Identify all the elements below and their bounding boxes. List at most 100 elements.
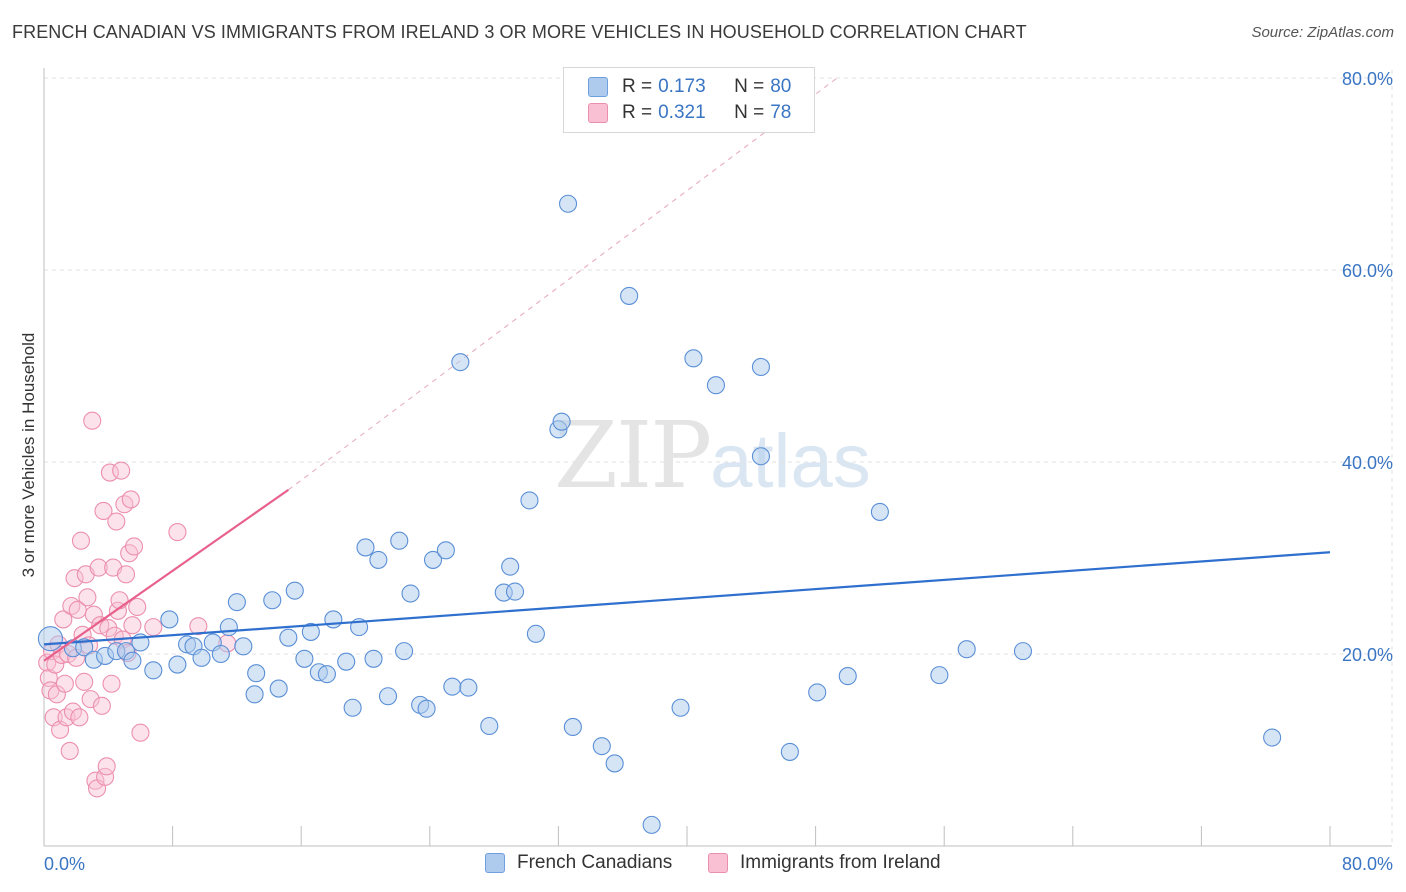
blue-data-point [144,661,163,680]
pink-data-point [54,610,73,629]
blue-data-point [263,591,282,610]
blue-data-point [558,194,578,213]
pink-data-point [112,461,131,480]
blue-data-point [751,357,770,377]
blue-data-point [369,550,388,569]
pink-data-point [46,655,65,674]
blue-data-point [301,622,320,641]
watermark-zip: ZIP [554,402,712,509]
blue-data-point [605,754,624,773]
y-tick-label: 40.0% [1342,453,1393,473]
blue-data-point [1263,728,1282,747]
blue-data-point [505,582,525,601]
blue-data-point [552,412,571,431]
legend-r-label: R = [622,102,653,123]
pink-data-point [86,771,105,790]
blue-data-point [957,640,976,659]
blue-data-point [838,667,857,686]
legend-swatch-pink [588,103,608,123]
blue-data-point [317,665,336,684]
pink-data-point [83,411,102,430]
blue-data-point [395,642,414,661]
pink-data-point [55,674,74,693]
legend: R = 0.173 N = 80 R = 0.321 N = 78 [563,67,815,133]
pink-data-point [99,619,118,638]
blue-data-point [451,353,470,372]
blue-data-point [870,502,889,521]
legend-n-label: N = [734,76,765,97]
blue-trend-line [43,551,1331,646]
legend-row-immigrants-ireland: R = 0.321 N = 78 [588,101,791,125]
blue-data-point [227,593,246,612]
blue-data-point [168,655,187,674]
pink-data-point [78,588,97,607]
y-axis-title: 3 or more Vehicles in Household [19,332,38,578]
y-tick-label: 80.0% [1342,69,1393,89]
pink-data-point [168,523,187,542]
blue-data-point [417,699,436,718]
legend-r-value: 0.173 [658,76,706,97]
blue-data-point [247,664,266,683]
blue-data-point [501,557,520,576]
blue-data-point [436,541,455,560]
blue-data-point [780,742,799,761]
pink-data-point [189,617,208,636]
blue-data-point [123,651,142,670]
blue-data-point [364,649,383,668]
blue-data-point [459,678,478,697]
blue-data-point [526,624,545,643]
blue-data-point [285,581,304,600]
blue-data-point [706,376,725,395]
blue-data-point [37,626,63,652]
bottom-legend-swatch-blue [485,853,505,873]
legend-swatch-blue [588,77,608,97]
pink-data-point [131,723,150,742]
blue-data-point [443,677,462,696]
pink-data-point [92,696,111,715]
pink-trend-extension [287,75,841,491]
blue-data-point [684,349,703,368]
pink-data-point [124,537,144,556]
pink-trend-line [43,488,289,662]
blue-data-point [192,648,211,667]
blue-data-point [343,698,362,717]
blue-data-point [642,815,661,834]
blue-data-point [808,683,827,702]
blue-data-point [480,716,499,736]
blue-data-point [234,637,253,656]
pink-data-point [107,512,126,531]
legend-n-label: N = [734,102,765,123]
blue-data-point [751,447,770,466]
pink-data-point [84,605,103,624]
source-label: Source: ZipAtlas.com [1251,24,1394,41]
blue-data-point [563,717,582,737]
blue-data-point [279,628,298,647]
blue-data-point [295,649,314,668]
blue-data-point [378,687,398,706]
blue-data-point [75,638,94,657]
pink-data-point [94,501,113,521]
pink-data-point [121,490,140,509]
pink-data-point [60,741,79,761]
pink-data-point [144,618,163,637]
bottom-legend: French Canadians Immigrants from Ireland [0,852,1406,878]
chart-title: FRENCH CANADIAN VS IMMIGRANTS FROM IRELA… [12,22,1027,42]
bottom-legend-swatch-pink [708,853,728,873]
pink-data-point [70,708,89,727]
legend-n-value: 80 [770,76,792,97]
blue-data-point [620,286,639,305]
pink-data-point [110,591,129,610]
blue-data-point [245,685,264,704]
bottom-legend-immigrants-ireland: Immigrants from Ireland [708,852,941,874]
pink-data-point [123,616,142,635]
blue-data-point [211,644,230,664]
watermark: ZIPatlas [554,402,871,509]
blue-data-point [423,550,443,569]
legend-r-label: R = [622,76,653,97]
pink-data-point [116,565,136,584]
pink-data-point [75,672,94,691]
bottom-legend-french-canadians: French Canadians [485,852,672,874]
y-tick-label: 60.0% [1342,261,1393,281]
bottom-legend-label: French Canadians [517,852,673,873]
